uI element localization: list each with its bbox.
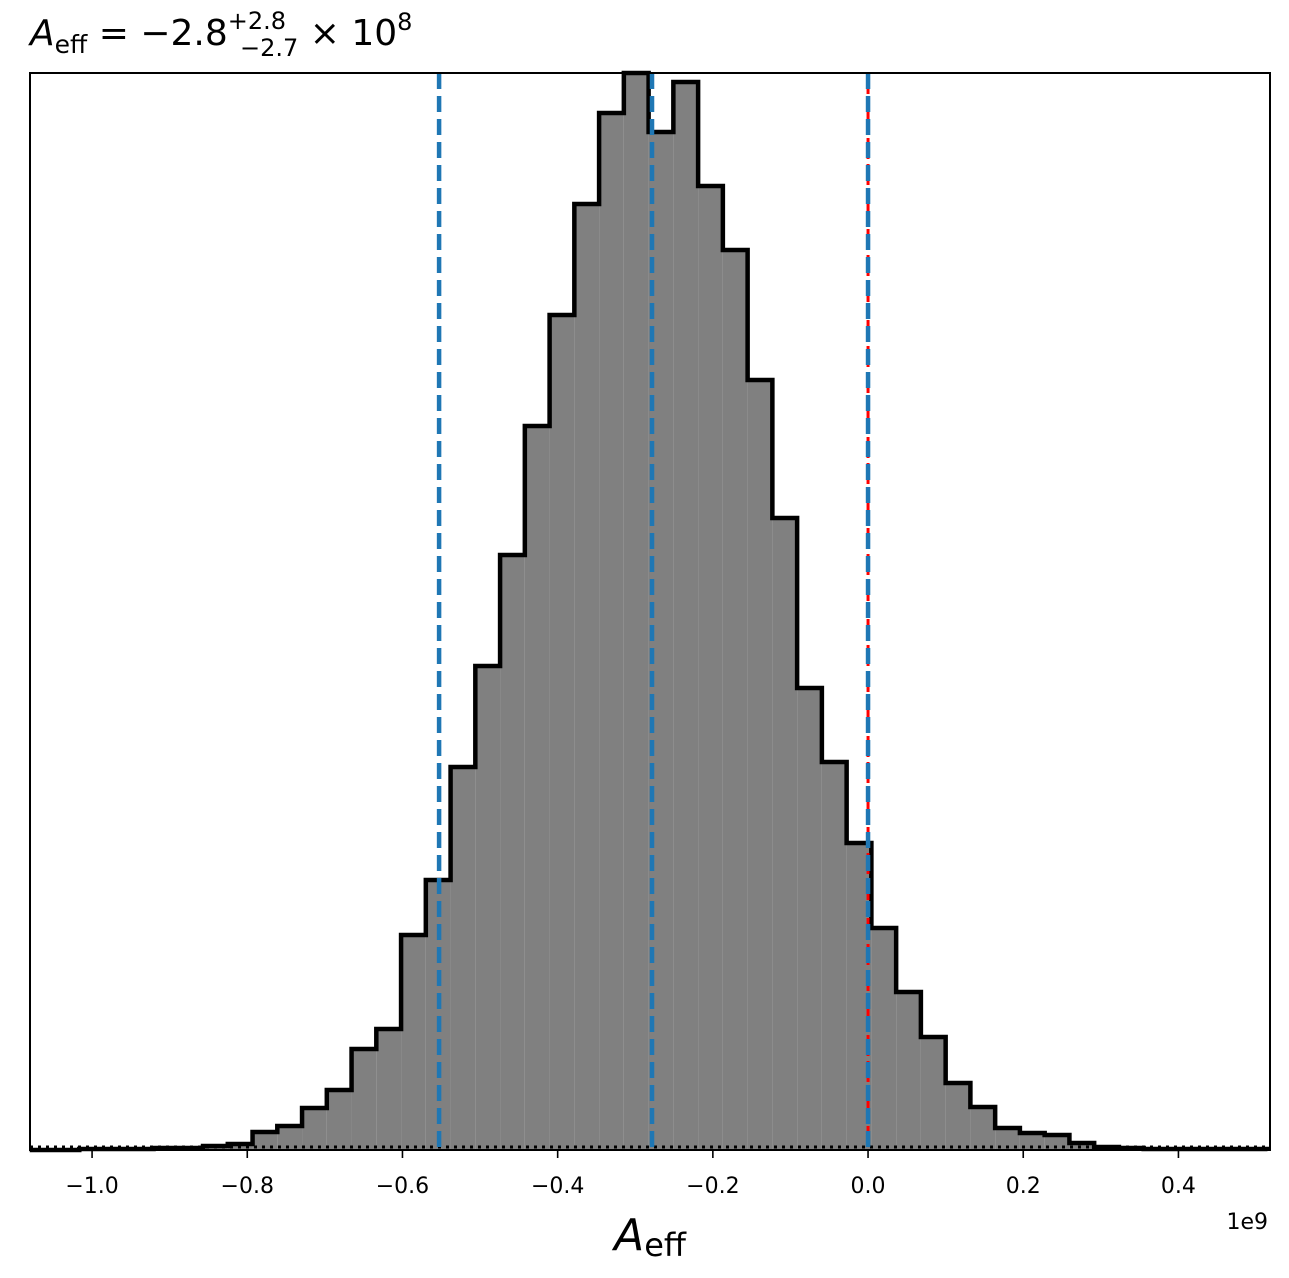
histogram-bar <box>623 73 649 1150</box>
histogram-bar <box>722 250 748 1150</box>
x-tick-label: 0.4 <box>1161 1174 1196 1199</box>
histogram-bar <box>549 315 575 1150</box>
title-symbol-sub: eff <box>55 30 88 59</box>
x-label-sub: eff <box>644 1226 687 1264</box>
histogram-bar <box>772 518 798 1150</box>
histogram-bar <box>673 82 699 1150</box>
histogram-bar <box>351 1049 377 1150</box>
chart-title: Aeff = −2.8+2.8 −2.7 × 108 <box>28 7 412 62</box>
x-tick-label: −1.0 <box>65 1174 118 1199</box>
x-offset-label: 1e9 <box>1226 1210 1268 1235</box>
histogram-bar <box>945 1083 971 1150</box>
histogram-bar <box>747 380 773 1150</box>
histogram-bar <box>698 186 723 1150</box>
title-exp: 8 <box>397 8 412 36</box>
histogram-bar <box>871 928 897 1150</box>
histogram-bar <box>1069 1143 1095 1150</box>
histogram-outline <box>29 70 1270 1153</box>
x-tick-label: 0.2 <box>1006 1174 1041 1199</box>
histogram-bar <box>326 1090 352 1150</box>
x-axis-label: Aeff <box>611 1210 687 1264</box>
x-label-symbol: A <box>611 1210 644 1261</box>
title-tail: × 10 <box>298 13 397 54</box>
title-sub: −2.7 <box>240 34 298 62</box>
histogram-bar <box>920 1037 946 1150</box>
x-tick-label: −0.8 <box>221 1174 274 1199</box>
x-tick-label: −0.2 <box>686 1174 739 1199</box>
title-symbol: A <box>28 13 55 54</box>
plot-frame <box>29 72 1271 1151</box>
histogram-bar <box>475 666 501 1150</box>
histogram-bar <box>450 767 476 1150</box>
histogram-bar <box>821 762 847 1150</box>
histogram-bar <box>896 992 921 1150</box>
histogram-bar <box>524 426 550 1150</box>
histogram-bar <box>401 935 426 1150</box>
histogram-bar <box>970 1107 996 1150</box>
histogram-bar <box>599 113 624 1150</box>
histogram-bar <box>302 1108 327 1150</box>
x-tick-label: 0.0 <box>851 1174 886 1199</box>
histogram-bar <box>376 1029 402 1150</box>
histogram-bar <box>500 555 525 1150</box>
title-text: = −2.8 <box>87 13 227 54</box>
histogram-bar <box>995 1128 1020 1150</box>
x-tick-label: −0.4 <box>531 1174 584 1199</box>
histogram-bar <box>797 688 822 1150</box>
histogram-bar <box>574 204 600 1150</box>
title-sup: +2.8 <box>228 7 286 35</box>
histogram-bar <box>277 1126 303 1150</box>
x-tick-label: −0.6 <box>376 1174 429 1199</box>
